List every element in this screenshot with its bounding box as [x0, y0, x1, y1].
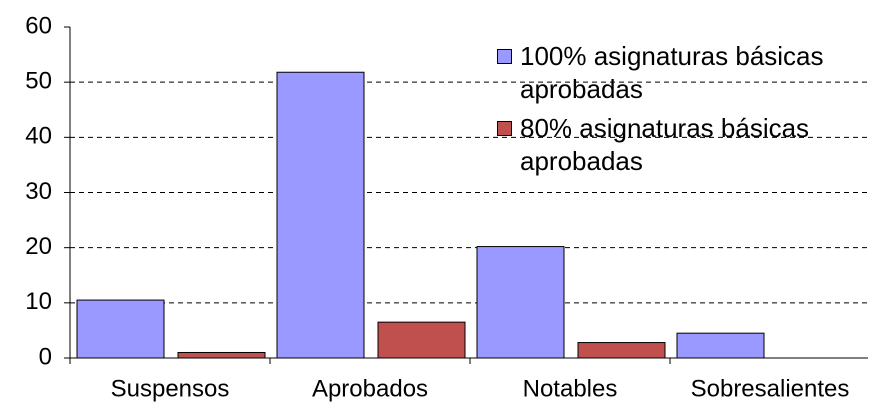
bar	[377, 321, 466, 359]
x-tick-label: Aprobados	[312, 375, 428, 402]
y-tick-label: 10	[25, 288, 52, 315]
legend-label: 100% asignaturas básicas aprobadas	[520, 41, 824, 104]
bar	[177, 351, 266, 359]
legend-swatch	[497, 49, 512, 64]
y-tick-label: 0	[39, 343, 52, 370]
y-tick-label: 40	[25, 123, 52, 150]
legend-item: 100% asignaturas básicas aprobadas	[495, 40, 865, 106]
legend-swatch	[497, 121, 512, 136]
y-tick-label: 20	[25, 233, 52, 260]
bar	[577, 342, 666, 359]
bar	[76, 299, 165, 359]
bar	[276, 71, 365, 359]
y-tick-label: 30	[25, 178, 52, 205]
x-tick-label: Notables	[523, 375, 618, 402]
bar	[476, 246, 565, 359]
legend: 100% asignaturas básicas aprobadas 80% as…	[495, 40, 865, 184]
bar	[676, 332, 765, 359]
x-tick-label: Suspensos	[111, 375, 230, 402]
x-tick-label: Sobresalientes	[691, 375, 850, 402]
y-tick-label: 50	[25, 68, 52, 95]
legend-item: 80% asignaturas básicas aprobadas	[495, 112, 865, 178]
y-tick-label: 60	[25, 12, 52, 39]
legend-label: 80% asignaturas básicas aprobadas	[520, 113, 810, 176]
